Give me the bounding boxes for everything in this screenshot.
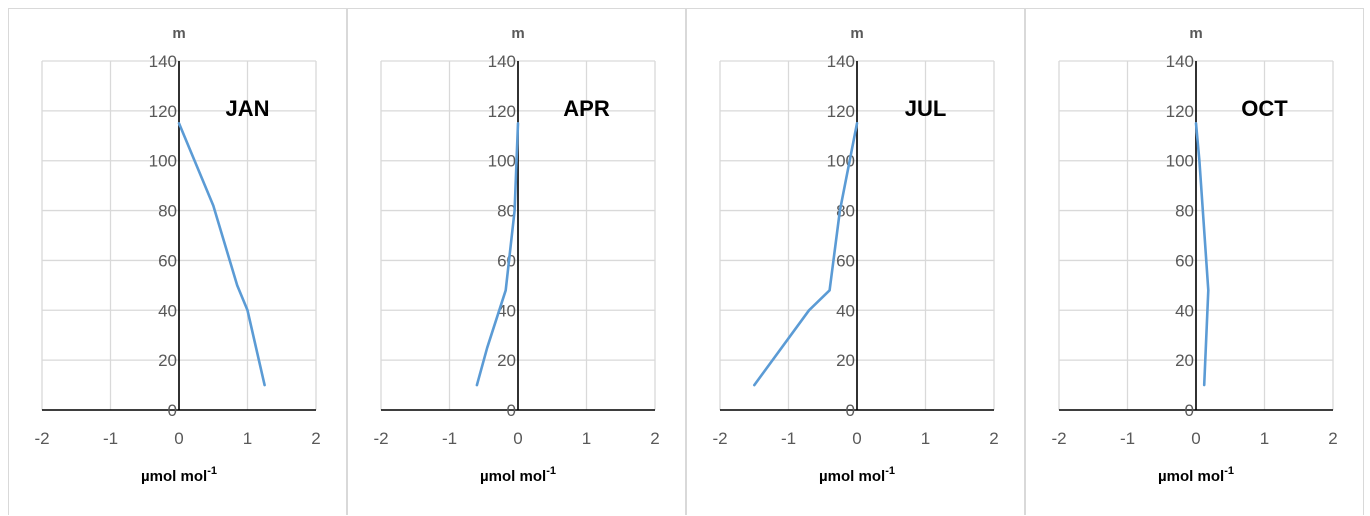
y-axis-label: m (1189, 25, 1202, 42)
y-tick-label: 20 (158, 351, 177, 370)
x-axis-label: µmol mol-1 (1158, 465, 1234, 485)
y-tick-label: 80 (1175, 202, 1194, 221)
x-tick-label: 2 (989, 429, 998, 448)
y-tick-label: 140 (149, 52, 177, 71)
y-tick-label: 80 (158, 202, 177, 221)
y-tick-label: 120 (488, 102, 516, 121)
y-tick-label: 60 (497, 251, 516, 270)
x-tick-label: -2 (1051, 429, 1066, 448)
series-line (475, 122, 520, 387)
month-label: JUL (905, 96, 947, 121)
x-tick-label: -1 (781, 429, 796, 448)
x-tick-label: 2 (311, 429, 320, 448)
chart-svg: 0 20 40 60 80 100 120 140 -2 -1 0 1 2 m µmol mol-1 JAN (34, 25, 320, 485)
y-tick-label: 20 (1175, 351, 1194, 370)
x-tick-label: -1 (442, 429, 457, 448)
y-tick-label: 60 (1175, 251, 1194, 270)
y-tick-label: 0 (507, 401, 516, 420)
y-tick-label: 80 (497, 202, 516, 221)
chart-panel-jul: 0 20 40 60 80 100 120 140 -2 -1 0 1 2 m µmol mol-1 JUL (686, 8, 1025, 515)
month-label: JAN (225, 96, 269, 121)
y-tick-label: 100 (1166, 152, 1194, 171)
y-tick-label: 60 (158, 251, 177, 270)
y-tick-label: 120 (149, 102, 177, 121)
month-label: OCT (1241, 96, 1288, 121)
y-tick-label: 140 (827, 52, 855, 71)
x-tick-label: -2 (712, 429, 727, 448)
x-tick-label: 1 (1260, 429, 1269, 448)
x-tick-label: 1 (582, 429, 591, 448)
x-tick-label: 0 (1191, 429, 1200, 448)
y-tick-label: 40 (1175, 301, 1194, 320)
y-tick-label: 0 (168, 401, 177, 420)
y-tick-label: 120 (827, 102, 855, 121)
y-tick-label: 100 (488, 152, 516, 171)
x-tick-label: 0 (174, 429, 183, 448)
x-tick-label: 1 (921, 429, 930, 448)
chart-panel-jan: 0 20 40 60 80 100 120 140 -2 -1 0 1 2 m µmol mol-1 JAN (8, 8, 347, 515)
y-tick-label: 0 (846, 401, 855, 420)
chart-svg: 0 20 40 60 80 100 120 140 -2 -1 0 1 2 m µmol mol-1 OCT (1051, 25, 1337, 485)
series-line (1194, 122, 1210, 387)
series-line (753, 122, 859, 387)
x-tick-label: -1 (1120, 429, 1135, 448)
x-axis-label: µmol mol-1 (819, 465, 895, 485)
y-tick-label: 20 (836, 351, 855, 370)
y-tick-label: 140 (488, 52, 516, 71)
y-axis-label: m (511, 25, 524, 42)
x-axis-label: µmol mol-1 (141, 465, 217, 485)
x-tick-label: 0 (513, 429, 522, 448)
chart-panel-oct: 0 20 40 60 80 100 120 140 -2 -1 0 1 2 m µmol mol-1 OCT (1025, 8, 1364, 515)
x-tick-label: 2 (1328, 429, 1337, 448)
x-axis-label: µmol mol-1 (480, 465, 556, 485)
y-tick-label: 120 (1166, 102, 1194, 121)
y-axis-label: m (850, 25, 863, 42)
y-tick-label: 40 (158, 301, 177, 320)
x-tick-label: -1 (103, 429, 118, 448)
x-tick-label: -2 (34, 429, 49, 448)
x-tick-label: 2 (650, 429, 659, 448)
y-tick-label: 60 (836, 251, 855, 270)
x-tick-label: 1 (243, 429, 252, 448)
y-tick-label: 40 (836, 301, 855, 320)
series-line (177, 122, 266, 387)
y-tick-label: 100 (149, 152, 177, 171)
month-label: APR (563, 96, 610, 121)
x-tick-label: -2 (373, 429, 388, 448)
y-tick-label: 140 (1166, 52, 1194, 71)
chart-panel-apr: 0 20 40 60 80 100 120 140 -2 -1 0 1 2 m µmol mol-1 APR (347, 8, 686, 515)
y-axis-label: m (172, 25, 185, 42)
y-tick-label: 20 (497, 351, 516, 370)
x-tick-label: 0 (852, 429, 861, 448)
y-tick-label: 0 (1185, 401, 1194, 420)
